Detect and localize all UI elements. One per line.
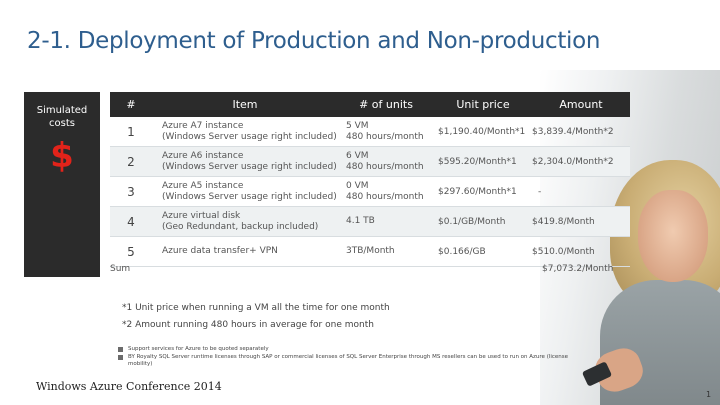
- slide-title: 2-1. Deployment of Production and Non-pr…: [27, 28, 601, 54]
- item-detail: (Windows Server usage right included): [162, 191, 337, 202]
- row-units: 5 VM 480 hours/month: [338, 121, 434, 143]
- header-num: #: [126, 98, 136, 111]
- presenter-photo: [540, 70, 720, 405]
- item-detail: (Windows Server usage right included): [162, 161, 337, 172]
- row-amount: $510.0/Month: [532, 246, 595, 257]
- footnote-1: *1 Unit price when running a VM all the …: [122, 303, 390, 313]
- row-unit-price: $0.1/GB/Month: [438, 216, 506, 227]
- header-item: Item: [232, 98, 258, 111]
- header-units: # of units: [359, 98, 413, 111]
- table-header: # Item # of units Unit price Amount: [110, 92, 630, 117]
- header-amount: Amount: [559, 98, 603, 111]
- row-unit-price: $595.20/Month*1: [438, 156, 517, 167]
- bullet-square-icon: [118, 354, 123, 360]
- item-name: Azure A7 instance: [162, 120, 244, 131]
- simulated-costs-label: Simulated costs: [36, 105, 88, 129]
- row-num: 4: [127, 214, 135, 229]
- bullet-square-icon: [118, 347, 123, 352]
- row-item: Azure A6 instance (Windows Server usage r…: [152, 151, 338, 173]
- row-units: 0 VM 480 hours/month: [338, 181, 434, 203]
- photo-face: [638, 190, 708, 282]
- table-row: 4 Azure virtual disk (Geo Redundant, back…: [110, 207, 630, 237]
- row-item: Azure A5 instance (Windows Server usage r…: [152, 181, 338, 203]
- table-row: 2 Azure A6 instance (Windows Server usage…: [110, 147, 630, 177]
- list-item: Support services for Azure to be quoted …: [118, 346, 588, 354]
- units-count: 5 VM: [346, 120, 369, 131]
- row-num: 2: [127, 154, 135, 169]
- units-count: 0 VM: [346, 180, 369, 191]
- sum-value: $7,073.2/Month: [542, 264, 614, 274]
- units-count: 6 VM: [346, 150, 369, 161]
- row-item: Azure data transfer+ VPN: [162, 246, 278, 256]
- row-unit-price: $297.60/Month*1: [438, 186, 517, 197]
- item-name: Azure virtual disk: [162, 210, 241, 221]
- table-row: 5 Azure data transfer+ VPN 3TB/Month $0.…: [110, 237, 630, 267]
- row-unit-price: $1,190.40/Month*1: [438, 126, 526, 137]
- header-unit-price: Unit price: [456, 98, 510, 111]
- bullet-list: Support services for Azure to be quoted …: [118, 346, 588, 369]
- bullet-text: Support services for Azure to be quoted …: [128, 346, 269, 352]
- dollar-icon: $: [50, 136, 74, 176]
- cost-table: # Item # of units Unit price Amount 1 Az…: [110, 92, 630, 267]
- row-amount: $419.8/Month: [532, 216, 595, 227]
- sum-label: Sum: [110, 264, 131, 274]
- item-detail: (Geo Redundant, backup included): [162, 221, 319, 232]
- row-amount: $2,304.0/Month*2: [532, 156, 614, 167]
- row-item: Azure virtual disk (Geo Redundant, backup…: [152, 211, 338, 233]
- bullet-text: BY Royalty SQL Server runtime licenses t…: [128, 353, 569, 368]
- page-number: 1: [706, 390, 712, 399]
- units-hours: 480 hours/month: [346, 161, 424, 172]
- row-amount: -: [538, 186, 542, 197]
- list-item: BY Royalty SQL Server runtime licenses t…: [118, 354, 588, 369]
- row-unit-price: $0.166/GB: [438, 246, 486, 257]
- table-row: 1 Azure A7 instance (Windows Server usage…: [110, 117, 630, 147]
- item-detail: (Windows Server usage right included): [162, 131, 337, 142]
- units-hours: 480 hours/month: [346, 191, 424, 202]
- row-units: 4.1 TB: [346, 216, 375, 226]
- footer-text: Windows Azure Conference 2014: [36, 380, 222, 393]
- row-units: 6 VM 480 hours/month: [338, 151, 434, 173]
- units-hours: 480 hours/month: [346, 131, 424, 142]
- row-amount: $3,839.4/Month*2: [532, 126, 614, 137]
- table-row: 3 Azure A5 instance (Windows Server usage…: [110, 177, 630, 207]
- row-num: 5: [127, 244, 135, 259]
- row-num: 1: [127, 124, 135, 139]
- row-units: 3TB/Month: [346, 246, 395, 256]
- row-num: 3: [127, 184, 135, 199]
- footnote-2: *2 Amount running 480 hours in average f…: [122, 320, 374, 330]
- item-name: Azure A5 instance: [162, 180, 244, 191]
- item-name: Azure A6 instance: [162, 150, 244, 161]
- simulated-costs-panel: Simulated costs $: [24, 92, 100, 277]
- row-item: Azure A7 instance (Windows Server usage r…: [152, 121, 338, 143]
